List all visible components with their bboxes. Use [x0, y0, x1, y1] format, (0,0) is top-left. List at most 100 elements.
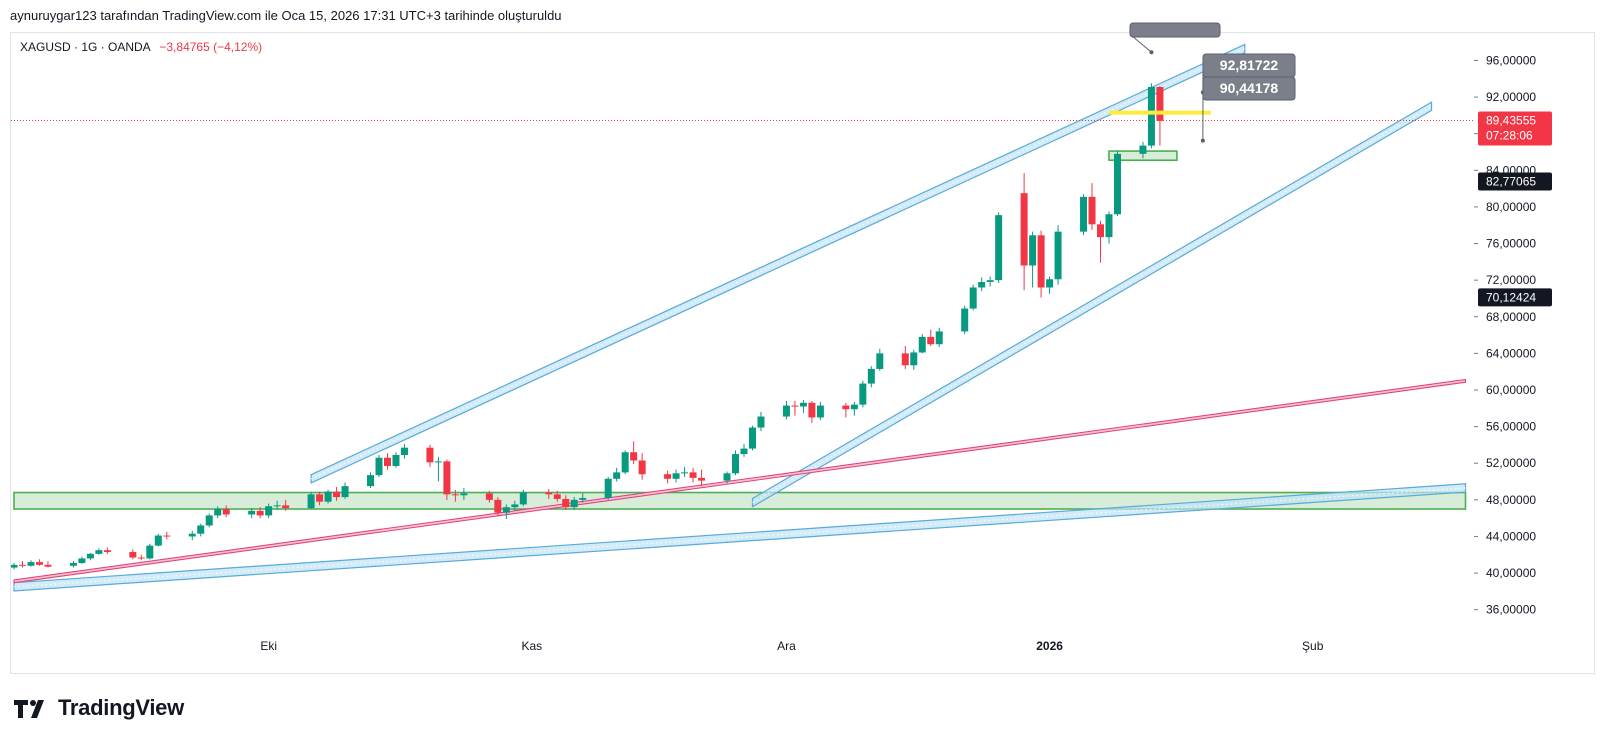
y-tick-label: 76,00000	[1486, 237, 1536, 251]
candle-body	[11, 564, 18, 568]
y-tick-label: 80,00000	[1486, 200, 1536, 214]
candle-body	[689, 472, 697, 478]
tradingview-logo-icon	[14, 700, 44, 718]
y-axis: 36,00000 40,00000 44,00000 48,00000 52,00000…	[1474, 53, 1552, 617]
candle-body	[1156, 87, 1164, 121]
candle-body	[129, 552, 137, 558]
x-tick-label: Eki	[260, 639, 277, 653]
candle-body	[375, 457, 383, 476]
candle-body	[604, 478, 612, 499]
tradingview-logo[interactable]: TradingView	[14, 695, 184, 721]
candle-body	[1147, 87, 1155, 146]
candle-body	[740, 448, 748, 455]
x-tick-label: 2026	[1036, 639, 1063, 653]
y-tick-label: 56,00000	[1486, 420, 1536, 434]
symbol-info[interactable]: XAGUSD · 1G · OANDA −3,84765 (−4,12%)	[20, 40, 262, 54]
candle-body	[748, 427, 756, 449]
candle-body	[630, 452, 638, 461]
candle-body	[154, 535, 162, 546]
candle-body	[69, 563, 77, 566]
price-label-badge	[1478, 172, 1552, 191]
callout-text: 90,44178	[1220, 80, 1279, 96]
candle-body	[698, 477, 706, 481]
candle-body	[553, 494, 561, 499]
candle-body	[918, 336, 926, 353]
candle-body	[808, 402, 816, 418]
candle-body	[511, 504, 519, 508]
candle-body	[307, 494, 315, 509]
candle-body	[1105, 214, 1113, 238]
candle-body	[485, 493, 493, 500]
candle-body	[613, 472, 621, 479]
current-price-value: 89,43555	[1486, 114, 1536, 128]
price-label-value: 82,77065	[1486, 175, 1536, 189]
candle-body	[995, 215, 1003, 281]
tradingview-wordmark: TradingView	[58, 695, 184, 720]
candle-body	[273, 505, 281, 507]
y-tick-label: 40,00000	[1486, 566, 1536, 580]
candle-body	[545, 492, 553, 495]
candle-body	[316, 494, 324, 502]
candle-body	[434, 461, 442, 463]
x-tick-label: Ara	[777, 639, 796, 653]
candle-body	[901, 353, 909, 366]
price-label-badge	[1478, 288, 1552, 307]
candle-body	[27, 562, 35, 566]
candle-body	[1113, 153, 1121, 215]
candle-body	[850, 404, 858, 410]
candle-body	[986, 280, 994, 282]
y-tick-label: 64,00000	[1486, 346, 1536, 360]
y-tick-label: 72,00000	[1486, 273, 1536, 287]
candle-body	[927, 336, 935, 345]
candle-body	[1088, 196, 1096, 225]
candle-body	[1029, 235, 1037, 266]
channel-band	[13, 483, 1467, 592]
candle-body	[443, 461, 451, 495]
current-price-badge	[1478, 111, 1552, 146]
candle-body	[562, 498, 570, 508]
trendline-band	[13, 378, 1467, 584]
y-tick-label: 52,00000	[1486, 456, 1536, 470]
x-tick-label: Şub	[1302, 639, 1324, 653]
y-tick-label: 96,00000	[1486, 53, 1536, 67]
candle-body	[103, 550, 111, 553]
candle-body	[188, 533, 196, 537]
y-tick-label: 92,00000	[1486, 90, 1536, 104]
candle-body	[1037, 235, 1045, 288]
candle-body	[867, 368, 875, 384]
candle-body	[859, 383, 867, 405]
candle-body	[842, 405, 850, 410]
candle-body	[757, 416, 765, 428]
candle-body	[214, 509, 222, 516]
channel-midline	[752, 105, 1432, 504]
candle-body	[426, 447, 434, 463]
candle-body	[782, 405, 790, 417]
candle-body	[282, 505, 290, 509]
candle-body	[44, 564, 52, 567]
candle-body	[265, 506, 273, 516]
y-tick-label: 44,00000	[1486, 529, 1536, 543]
symbol-name: XAGUSD · 1G · OANDA	[20, 40, 151, 54]
x-axis: Eki Kas Ara 2026 Şub	[260, 639, 1323, 653]
candle-body	[86, 553, 94, 559]
candle-body	[1080, 196, 1088, 232]
y-tick-label: 68,00000	[1486, 310, 1536, 324]
candle-body	[1054, 231, 1062, 280]
candle-body	[256, 510, 264, 516]
candle-body	[163, 535, 171, 537]
candle-body	[494, 499, 502, 513]
candle-body	[502, 507, 510, 513]
candle-body	[978, 281, 986, 288]
candle-body	[392, 454, 400, 466]
candle-body	[570, 499, 578, 508]
candle-body	[935, 331, 943, 345]
candle-body	[969, 287, 977, 309]
candle-body	[324, 491, 332, 502]
x-tick-label: Kas	[521, 639, 542, 653]
candle-body	[146, 545, 154, 559]
candle-body	[816, 405, 824, 418]
y-tick-label: 48,00000	[1486, 493, 1536, 507]
candle-body	[222, 509, 230, 515]
candle-body	[451, 494, 459, 496]
